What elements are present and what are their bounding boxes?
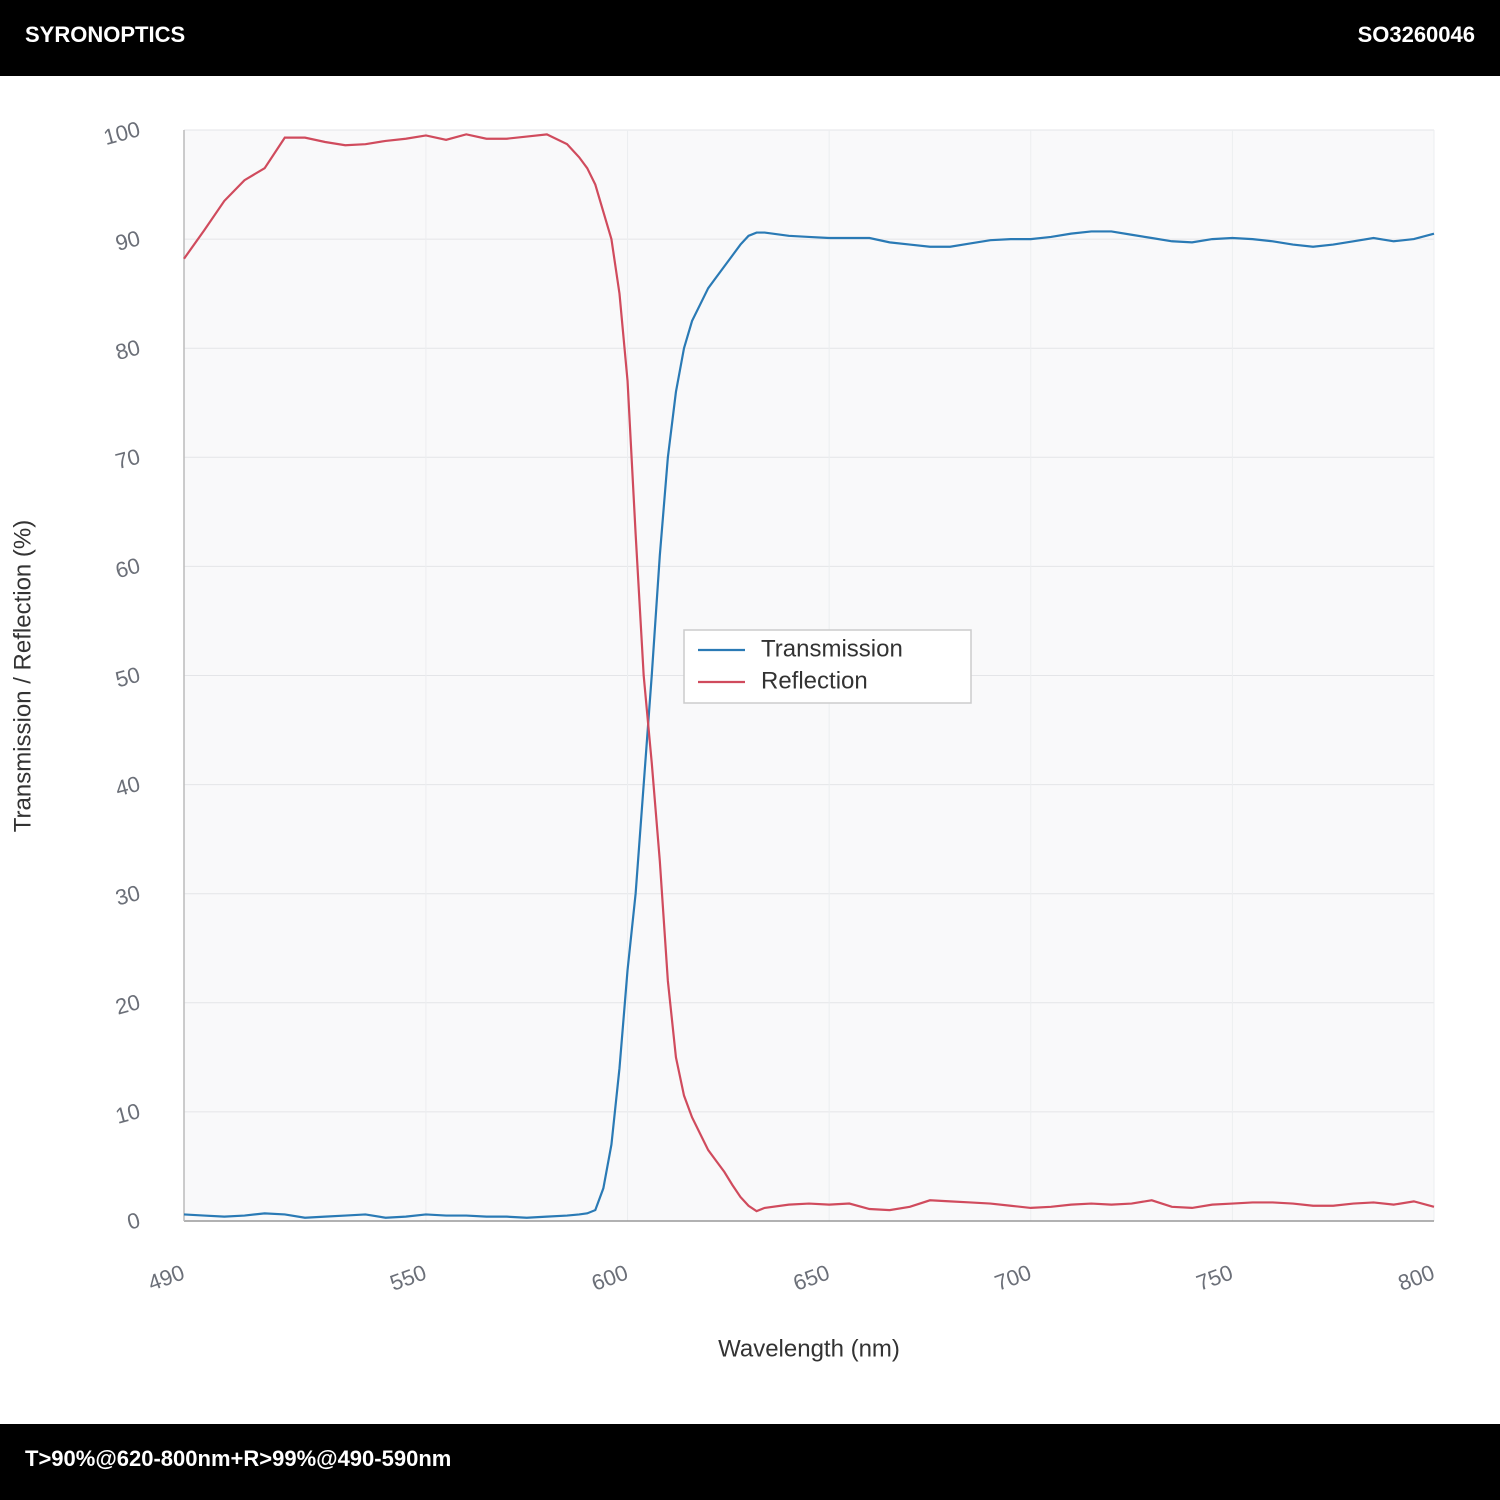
legend: Transmission Reflection bbox=[683, 629, 972, 704]
x-tick-label: 800 bbox=[1395, 1260, 1438, 1296]
series-line bbox=[183, 133, 1435, 1213]
y-tick-label: 100 bbox=[101, 116, 143, 150]
x-tick-label: 650 bbox=[790, 1260, 833, 1296]
y-tick-label: 80 bbox=[113, 334, 143, 364]
footer-bar bbox=[0, 1424, 1500, 1500]
x-tick-label: 750 bbox=[1193, 1260, 1236, 1296]
header-bar bbox=[0, 0, 1500, 76]
plot: 0 10 20 30 40 50 60 70 80 90 100 490 550 600 650 700 750… bbox=[101, 116, 1438, 1295]
y-tick-label: 60 bbox=[113, 553, 143, 583]
part-code: SO3260046 bbox=[1358, 22, 1475, 47]
y-tick-label: 20 bbox=[113, 989, 143, 1019]
x-axis-title: Wavelength (nm) bbox=[718, 1335, 900, 1362]
series-line bbox=[183, 230, 1435, 1219]
x-tick-label: 600 bbox=[588, 1260, 631, 1296]
y-tick-label: 90 bbox=[113, 225, 143, 255]
spec-text: T>90%@620-800nm+R>99%@490-590nm bbox=[25, 1446, 451, 1471]
y-tick-label: 40 bbox=[113, 771, 143, 801]
legend-label: Reflection bbox=[761, 667, 868, 694]
y-tick-label: 70 bbox=[113, 444, 143, 474]
y-tick-label: 30 bbox=[113, 880, 143, 910]
brand: SYRONOPTICS bbox=[25, 22, 185, 47]
x-tick-label: 700 bbox=[991, 1260, 1034, 1296]
y-tick-label: 10 bbox=[113, 1098, 143, 1128]
y-axis-title: Transmission / Reflection (%) bbox=[9, 520, 36, 833]
x-tick-label: 490 bbox=[145, 1260, 188, 1296]
y-tick-label: 0 bbox=[124, 1207, 142, 1234]
x-tick-label: 550 bbox=[387, 1260, 430, 1296]
y-tick-label: 50 bbox=[113, 662, 143, 692]
legend-box bbox=[683, 629, 972, 704]
legend-label: Transmission bbox=[761, 635, 903, 662]
